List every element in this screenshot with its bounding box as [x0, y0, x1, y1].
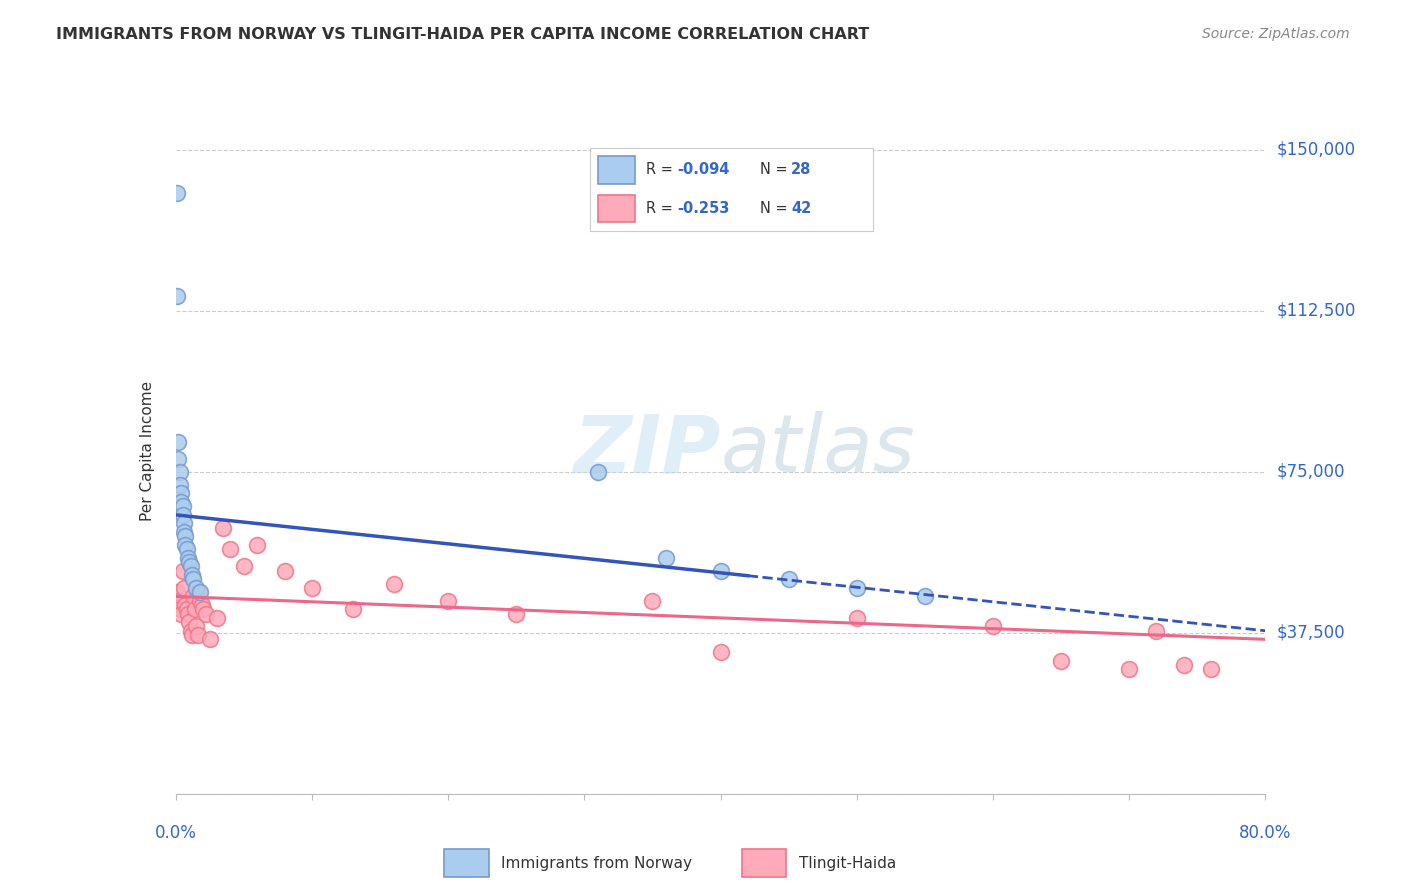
Point	[212, 521, 235, 535]
FancyBboxPatch shape	[599, 156, 636, 184]
Point	[187, 585, 209, 599]
Text: ZIP: ZIP	[574, 411, 721, 490]
Point	[1199, 662, 1222, 676]
Point	[181, 568, 204, 582]
Point	[655, 550, 678, 565]
Point	[174, 598, 197, 612]
Text: Immigrants from Norway: Immigrants from Norway	[502, 855, 692, 871]
FancyBboxPatch shape	[444, 849, 489, 877]
Point	[179, 555, 201, 569]
Point	[176, 602, 198, 616]
Text: -0.253: -0.253	[678, 201, 730, 216]
Point	[188, 585, 211, 599]
Point	[181, 628, 204, 642]
Point	[301, 581, 323, 595]
Point	[914, 590, 936, 604]
Text: $112,500: $112,500	[1277, 302, 1355, 320]
Point	[172, 500, 194, 514]
Point	[190, 598, 212, 612]
Point	[205, 611, 228, 625]
Point	[177, 550, 200, 565]
Point	[845, 611, 868, 625]
Point	[169, 465, 191, 479]
Point	[169, 602, 191, 616]
Point	[710, 645, 733, 659]
Point	[167, 434, 190, 449]
Point	[1173, 658, 1195, 673]
Point	[172, 564, 194, 578]
Point	[194, 607, 217, 621]
Point	[641, 593, 664, 607]
Point	[437, 593, 460, 607]
Text: R =: R =	[647, 201, 678, 216]
Text: Source: ZipAtlas.com: Source: ZipAtlas.com	[1202, 27, 1350, 41]
Text: R =: R =	[647, 162, 678, 178]
Point	[179, 615, 201, 630]
Point	[246, 538, 269, 552]
Text: IMMIGRANTS FROM NORWAY VS TLINGIT-HAIDA PER CAPITA INCOME CORRELATION CHART: IMMIGRANTS FROM NORWAY VS TLINGIT-HAIDA …	[56, 27, 869, 42]
Point	[180, 624, 202, 638]
Text: $150,000: $150,000	[1277, 141, 1355, 159]
Point	[174, 529, 197, 543]
Y-axis label: Per Capita Income: Per Capita Income	[141, 380, 155, 521]
Point	[170, 486, 193, 500]
Point	[186, 628, 209, 642]
Text: N =: N =	[759, 201, 792, 216]
Point	[186, 581, 208, 595]
Text: atlas: atlas	[721, 411, 915, 490]
Point	[184, 602, 207, 616]
Point	[188, 593, 211, 607]
Point	[1118, 662, 1140, 676]
Point	[173, 516, 195, 531]
Point	[183, 572, 205, 586]
Point	[191, 602, 214, 616]
Point	[176, 542, 198, 557]
Point	[177, 607, 200, 621]
Point	[274, 564, 297, 578]
Point	[170, 495, 193, 509]
Point	[778, 572, 800, 586]
Point	[505, 607, 527, 621]
Point	[167, 452, 190, 467]
Text: 80.0%: 80.0%	[1239, 824, 1292, 842]
Point	[232, 559, 254, 574]
Point	[342, 602, 364, 616]
Point	[186, 619, 208, 633]
Point	[166, 289, 188, 303]
Text: N =: N =	[759, 162, 792, 178]
Text: $75,000: $75,000	[1277, 463, 1346, 481]
Point	[1144, 624, 1167, 638]
FancyBboxPatch shape	[742, 849, 786, 877]
Point	[219, 542, 242, 557]
Point	[166, 186, 188, 200]
Text: $37,500: $37,500	[1277, 624, 1346, 642]
Point	[174, 538, 197, 552]
Text: Tlingit-Haida: Tlingit-Haida	[799, 855, 896, 871]
Point	[166, 585, 188, 599]
Point	[183, 590, 205, 604]
Point	[845, 581, 868, 595]
Text: -0.094: -0.094	[678, 162, 730, 178]
Point	[167, 593, 190, 607]
Point	[981, 619, 1004, 633]
Point	[173, 581, 195, 595]
Text: 0.0%: 0.0%	[155, 824, 197, 842]
Text: 42: 42	[792, 201, 811, 216]
Point	[198, 632, 221, 647]
Point	[710, 564, 733, 578]
Point	[382, 576, 405, 591]
Point	[586, 465, 609, 479]
Point	[1050, 654, 1073, 668]
Point	[170, 607, 193, 621]
Point	[169, 478, 191, 492]
FancyBboxPatch shape	[599, 195, 636, 222]
Point	[173, 524, 195, 539]
Point	[172, 508, 194, 522]
Point	[180, 559, 202, 574]
Text: 28: 28	[792, 162, 811, 178]
